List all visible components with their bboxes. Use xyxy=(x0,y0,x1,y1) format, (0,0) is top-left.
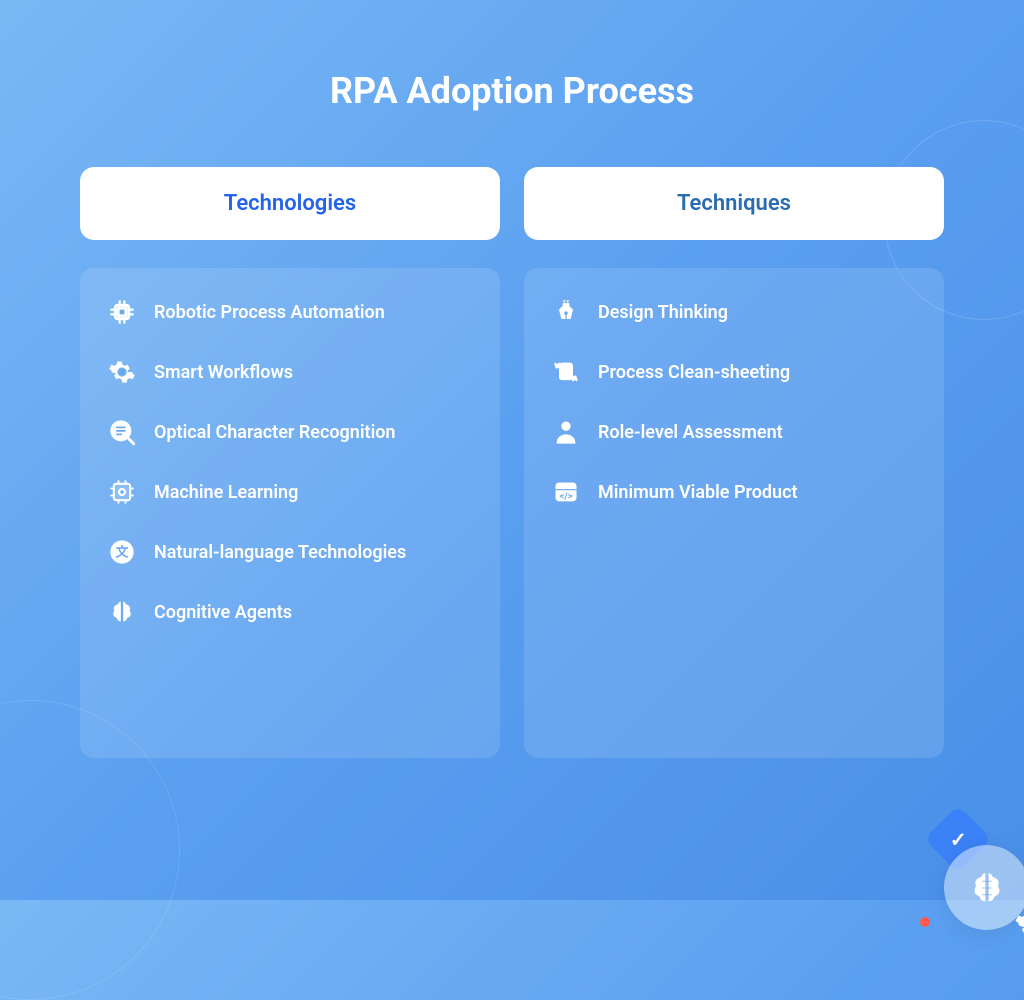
list-item-label: Robotic Process Automation xyxy=(154,302,385,323)
columns-wrapper: Technologies Robotic Process Automation … xyxy=(80,167,944,758)
list-item-label: Design Thinking xyxy=(598,302,728,323)
gear-icon xyxy=(108,358,136,386)
list-item: 文 Natural-language Technologies xyxy=(108,538,472,566)
brain-icon xyxy=(108,598,136,626)
body-techniques: Design Thinking Process Clean-sheeting R… xyxy=(524,268,944,758)
svg-text:文: 文 xyxy=(116,545,129,561)
list-item: Smart Workflows xyxy=(108,358,472,386)
window-code-icon: </> xyxy=(552,478,580,506)
list-item-label: Smart Workflows xyxy=(154,362,293,383)
list-item-label: Role-level Assessment xyxy=(598,422,783,443)
refresh-doc-icon xyxy=(552,358,580,386)
gear-outline-icon xyxy=(1014,907,1024,943)
page-title: RPA Adoption Process xyxy=(80,70,944,112)
chip-icon xyxy=(108,298,136,326)
pen-nib-icon xyxy=(552,298,580,326)
infographic-container: RPA Adoption Process Technologies Roboti… xyxy=(0,0,1024,798)
column-techniques: Techniques Design Thinking Process Clean… xyxy=(524,167,944,758)
list-item-label: Cognitive Agents xyxy=(154,602,292,623)
list-item: Design Thinking xyxy=(552,298,916,326)
translate-icon: 文 xyxy=(108,538,136,566)
column-technologies: Technologies Robotic Process Automation … xyxy=(80,167,500,758)
list-item-label: Optical Character Recognition xyxy=(154,422,395,443)
list-item: Cognitive Agents xyxy=(108,598,472,626)
list-item-label: Minimum Viable Product xyxy=(598,482,798,503)
person-icon xyxy=(552,418,580,446)
list-item-label: Machine Learning xyxy=(154,482,298,503)
list-item: Machine Learning xyxy=(108,478,472,506)
body-technologies: Robotic Process Automation Smart Workflo… xyxy=(80,268,500,758)
cpu-gear-icon xyxy=(108,478,136,506)
header-technologies: Technologies xyxy=(80,167,500,240)
chip-brain-icon xyxy=(944,845,1024,930)
list-item-label: Natural-language Technologies xyxy=(154,542,406,563)
list-item: Role-level Assessment xyxy=(552,418,916,446)
svg-text:</>: </> xyxy=(559,491,572,502)
list-item-label: Process Clean-sheeting xyxy=(598,362,790,383)
header-techniques: Techniques xyxy=(524,167,944,240)
list-item: Robotic Process Automation xyxy=(108,298,472,326)
accent-dot xyxy=(920,917,930,927)
list-item: </> Minimum Viable Product xyxy=(552,478,916,506)
search-circle-icon xyxy=(108,418,136,446)
list-item: Process Clean-sheeting xyxy=(552,358,916,386)
list-item: Optical Character Recognition xyxy=(108,418,472,446)
